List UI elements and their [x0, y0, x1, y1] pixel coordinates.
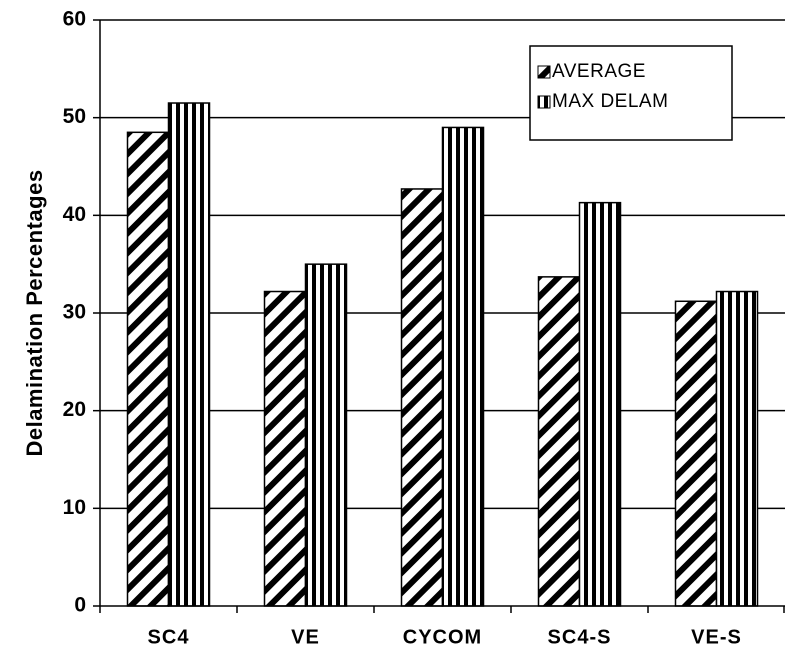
- y-tick-label: 20: [63, 398, 86, 421]
- y-tick-label: 10: [63, 496, 86, 519]
- y-tick-label: 30: [63, 301, 86, 324]
- bar: [304, 263, 348, 607]
- legend-label: MAX DELAM: [552, 91, 668, 112]
- x-tick-label: SC4: [148, 626, 190, 648]
- bar: [167, 102, 211, 607]
- y-tick-label: 50: [63, 105, 86, 128]
- bar: [263, 290, 307, 607]
- x-tick-label: VE-S: [691, 626, 742, 648]
- bar: [441, 126, 485, 607]
- y-tick-label: 60: [63, 8, 86, 31]
- legend-box: [529, 45, 733, 141]
- y-tick-label: 40: [63, 203, 86, 226]
- bar: [578, 201, 622, 607]
- x-tick-label: CYCOM: [403, 626, 482, 648]
- bar: [674, 300, 718, 607]
- bar: [400, 188, 444, 607]
- bar: [126, 131, 170, 607]
- y-axis-label: Delamination Percentages: [22, 169, 47, 456]
- bar: [715, 290, 759, 607]
- legend-swatch: [537, 95, 551, 109]
- legend-swatch: [537, 65, 551, 79]
- bar: [537, 276, 581, 607]
- x-tick-label: VE: [291, 626, 320, 648]
- legend-label: AVERAGE: [552, 61, 646, 82]
- y-tick-label: 0: [74, 594, 86, 617]
- x-tick-label: SC4-S: [548, 626, 612, 648]
